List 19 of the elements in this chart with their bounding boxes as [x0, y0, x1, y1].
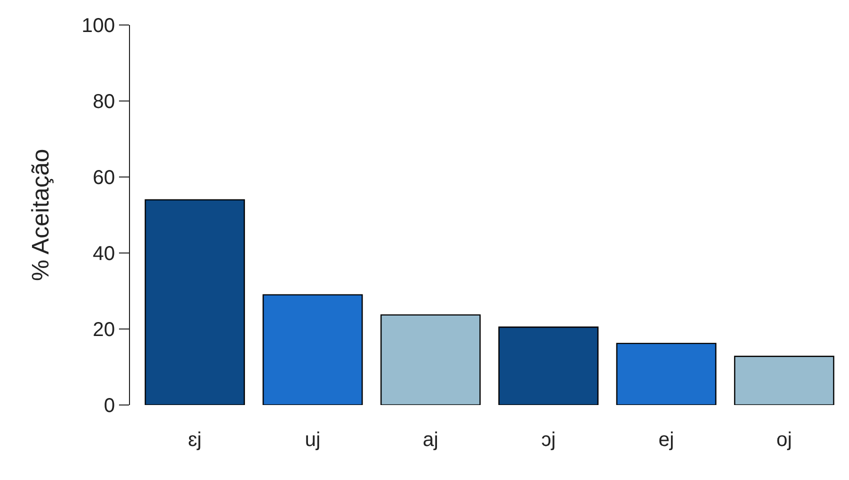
bar — [262, 294, 363, 405]
y-tick-label: 100 — [82, 15, 115, 37]
x-tick-label: oj — [776, 429, 792, 451]
x-tick-label: ej — [658, 429, 674, 451]
y-tick-label: 40 — [92, 243, 115, 265]
y-tick-label: 20 — [92, 319, 115, 341]
x-tick-label: ɔj — [541, 429, 556, 451]
bar — [380, 314, 481, 405]
x-tick-label: aj — [422, 429, 438, 451]
y-axis-title: % Aceitação — [28, 148, 55, 282]
x-tick-label: ɛj — [188, 429, 202, 451]
bar — [498, 326, 599, 405]
y-tick-label: 80 — [92, 91, 115, 113]
bar — [144, 199, 245, 405]
bar — [734, 356, 834, 405]
y-tick-label: 0 — [104, 395, 115, 417]
y-tick-label: 60 — [92, 167, 115, 189]
bar — [616, 342, 716, 405]
x-tick-label: uj — [304, 429, 320, 451]
